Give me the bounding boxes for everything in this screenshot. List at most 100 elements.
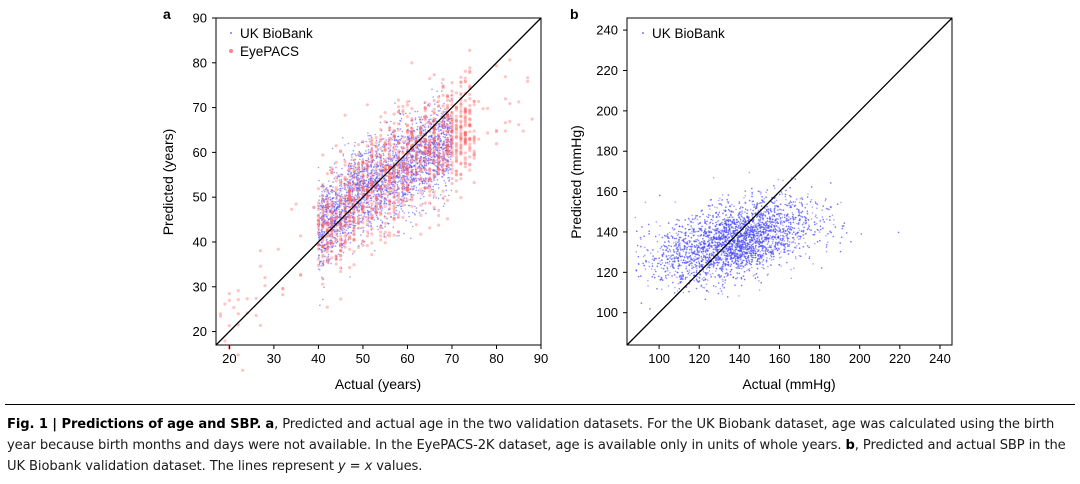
uk-biobank-point — [356, 197, 359, 199]
eyepacs-point — [414, 177, 418, 181]
uk-biobank-point — [390, 174, 393, 176]
eyepacs-point — [365, 194, 369, 199]
eyepacs-point — [405, 131, 409, 135]
uk-biobank-point — [339, 226, 341, 229]
panel-a-x-axis-label: Actual (years) — [335, 376, 421, 392]
uk-biobank-point — [407, 211, 410, 214]
uk-biobank-point — [413, 187, 415, 189]
uk-biobank-point — [352, 168, 355, 170]
eyepacs-point — [463, 130, 467, 134]
uk-biobank-point — [374, 144, 377, 147]
uk-biobank-point — [361, 176, 364, 179]
eyepacs-point — [432, 159, 436, 163]
eyepacs-point — [423, 159, 427, 163]
eyepacs-point — [450, 145, 454, 149]
eyepacs-point — [339, 226, 343, 230]
uk-biobank-point — [321, 205, 324, 208]
uk-biobank-point — [386, 217, 388, 220]
uk-biobank-point — [433, 179, 435, 181]
eyepacs-point — [374, 197, 378, 201]
uk-biobank-point — [344, 231, 346, 233]
uk-biobank-point — [382, 177, 385, 180]
eyepacs-point — [361, 201, 365, 205]
uk-biobank-point — [370, 164, 373, 167]
uk-biobank-point — [402, 191, 404, 193]
eyepacs-point — [281, 293, 285, 297]
eyepacs-point — [454, 179, 458, 183]
eyepacs-point — [316, 263, 320, 268]
eyepacs-point — [316, 214, 320, 219]
uk-biobank-point — [367, 132, 369, 134]
uk-biobank-point — [377, 149, 379, 151]
uk-biobank-point — [366, 164, 368, 167]
uk-biobank-point — [351, 203, 353, 205]
eyepacs-point — [410, 106, 414, 111]
eyepacs-point — [472, 129, 476, 133]
eyepacs-point — [330, 166, 334, 170]
eyepacs-point — [450, 93, 454, 97]
uk-biobank-point — [421, 153, 424, 155]
uk-biobank-point — [432, 132, 434, 134]
uk-biobank-point — [416, 110, 419, 113]
eyepacs-point — [392, 201, 396, 205]
eyepacs-point — [379, 230, 383, 234]
uk-biobank-point — [431, 156, 433, 159]
a-x-tick-label: 30 — [267, 351, 281, 366]
uk-biobank-point — [366, 189, 368, 191]
uk-biobank-point — [412, 147, 415, 149]
eyepacs-point — [423, 109, 427, 113]
eyepacs-point — [423, 201, 427, 205]
uk-biobank-point — [370, 222, 372, 225]
eyepacs-point — [454, 189, 458, 193]
uk-biobank-point — [351, 189, 354, 192]
eyepacs-point — [374, 201, 378, 205]
eyepacs-point — [401, 176, 405, 180]
uk-biobank-point — [446, 123, 449, 126]
uk-biobank-point — [336, 241, 339, 243]
eyepacs-point — [365, 215, 369, 219]
uk-biobank-point — [356, 190, 359, 192]
eyepacs-point — [299, 272, 303, 276]
uk-biobank-point — [393, 212, 396, 214]
uk-biobank-point — [398, 169, 401, 172]
uk-biobank-point — [409, 198, 412, 201]
eyepacs-point — [396, 230, 401, 234]
uk-biobank-point — [398, 234, 400, 237]
uk-biobank-point — [447, 194, 450, 197]
eyepacs-point — [365, 159, 369, 163]
eyepacs-point — [441, 147, 445, 151]
uk-biobank-point — [432, 119, 435, 121]
eyepacs-point — [388, 156, 392, 160]
uk-biobank-point — [449, 168, 452, 170]
uk-biobank-point — [442, 127, 444, 129]
uk-biobank-point — [383, 215, 386, 217]
eyepacs-point — [494, 130, 499, 134]
eyepacs-point — [459, 134, 463, 138]
eyepacs-point — [401, 140, 405, 144]
uk-biobank-point — [352, 180, 354, 182]
eyepacs-point — [352, 188, 356, 192]
eyepacs-point — [356, 143, 361, 147]
uk-biobank-point — [364, 182, 367, 184]
uk-biobank-point — [390, 133, 393, 136]
eyepacs-point — [454, 91, 458, 95]
uk-biobank-point — [405, 159, 408, 162]
eyepacs-point — [339, 196, 343, 201]
uk-biobank-point — [430, 188, 433, 191]
uk-biobank-point — [370, 147, 373, 150]
uk-biobank-point — [405, 181, 408, 184]
uk-biobank-point — [368, 161, 371, 163]
uk-biobank-point — [342, 202, 345, 204]
uk-biobank-point — [402, 113, 405, 116]
eyepacs-point — [450, 119, 454, 124]
eyepacs-point — [419, 232, 423, 236]
eyepacs-point — [236, 312, 240, 316]
uk-biobank-point — [447, 163, 449, 166]
uk-biobank-point — [435, 176, 437, 178]
uk-biobank-point — [406, 142, 409, 145]
uk-biobank-point — [324, 195, 327, 198]
uk-biobank-point — [415, 122, 418, 124]
uk-biobank-point — [360, 141, 363, 144]
uk-biobank-point — [359, 186, 361, 189]
uk-biobank-point — [397, 204, 400, 207]
